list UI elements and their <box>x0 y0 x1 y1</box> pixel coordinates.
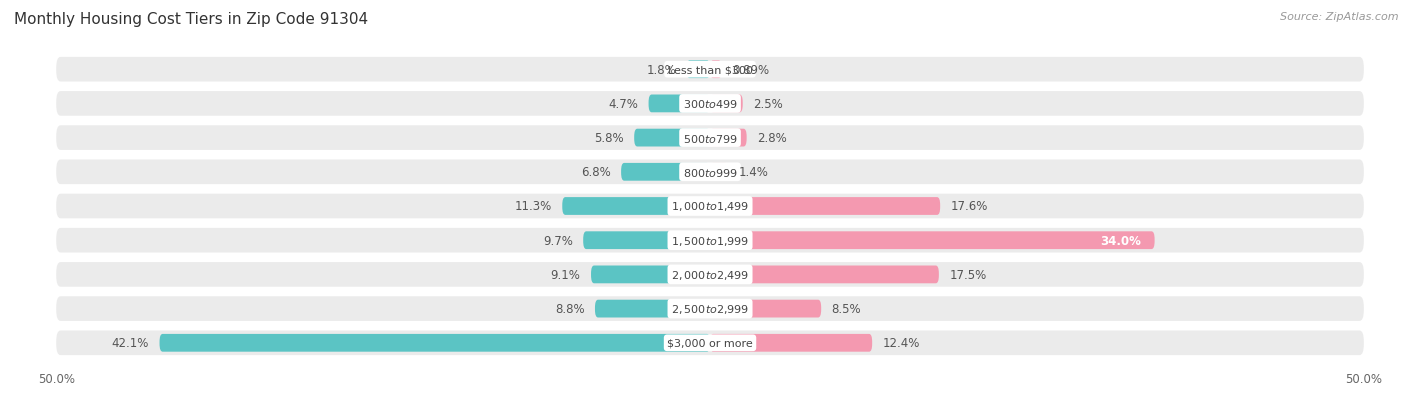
Text: Less than $300: Less than $300 <box>668 65 752 75</box>
FancyBboxPatch shape <box>710 232 1154 249</box>
FancyBboxPatch shape <box>591 266 710 284</box>
Text: Source: ZipAtlas.com: Source: ZipAtlas.com <box>1281 12 1399 22</box>
Text: 5.8%: 5.8% <box>595 132 624 145</box>
Text: 34.0%: 34.0% <box>1101 234 1142 247</box>
FancyBboxPatch shape <box>621 164 710 181</box>
FancyBboxPatch shape <box>56 92 1364 116</box>
FancyBboxPatch shape <box>595 300 710 318</box>
Text: 4.7%: 4.7% <box>609 97 638 111</box>
Text: 0.89%: 0.89% <box>733 64 769 76</box>
FancyBboxPatch shape <box>634 129 710 147</box>
FancyBboxPatch shape <box>56 58 1364 82</box>
FancyBboxPatch shape <box>56 331 1364 355</box>
FancyBboxPatch shape <box>583 232 710 249</box>
FancyBboxPatch shape <box>710 164 728 181</box>
FancyBboxPatch shape <box>56 160 1364 185</box>
Text: 42.1%: 42.1% <box>111 337 149 349</box>
Text: 6.8%: 6.8% <box>581 166 610 179</box>
FancyBboxPatch shape <box>710 266 939 284</box>
Text: 1.8%: 1.8% <box>647 64 676 76</box>
Text: Monthly Housing Cost Tiers in Zip Code 91304: Monthly Housing Cost Tiers in Zip Code 9… <box>14 12 368 27</box>
FancyBboxPatch shape <box>686 61 710 79</box>
FancyBboxPatch shape <box>56 228 1364 253</box>
Text: $300 to $499: $300 to $499 <box>682 98 738 110</box>
FancyBboxPatch shape <box>710 95 742 113</box>
FancyBboxPatch shape <box>56 262 1364 287</box>
Text: $3,000 or more: $3,000 or more <box>668 338 752 348</box>
FancyBboxPatch shape <box>159 334 710 352</box>
FancyBboxPatch shape <box>710 198 941 215</box>
Text: 9.7%: 9.7% <box>543 234 572 247</box>
Text: 11.3%: 11.3% <box>515 200 551 213</box>
Text: 1.4%: 1.4% <box>738 166 769 179</box>
Text: $500 to $799: $500 to $799 <box>682 132 738 144</box>
FancyBboxPatch shape <box>648 95 710 113</box>
Text: $800 to $999: $800 to $999 <box>682 166 738 178</box>
Text: 8.5%: 8.5% <box>831 302 862 316</box>
Text: 17.6%: 17.6% <box>950 200 988 213</box>
Text: 9.1%: 9.1% <box>551 268 581 281</box>
Text: 2.5%: 2.5% <box>754 97 783 111</box>
Text: 17.5%: 17.5% <box>949 268 987 281</box>
Text: $2,000 to $2,499: $2,000 to $2,499 <box>671 268 749 281</box>
FancyBboxPatch shape <box>710 300 821 318</box>
FancyBboxPatch shape <box>562 198 710 215</box>
FancyBboxPatch shape <box>56 297 1364 321</box>
FancyBboxPatch shape <box>710 129 747 147</box>
FancyBboxPatch shape <box>710 334 872 352</box>
FancyBboxPatch shape <box>710 61 721 79</box>
Text: 12.4%: 12.4% <box>883 337 920 349</box>
Text: $1,500 to $1,999: $1,500 to $1,999 <box>671 234 749 247</box>
Text: $1,000 to $1,499: $1,000 to $1,499 <box>671 200 749 213</box>
Text: $2,500 to $2,999: $2,500 to $2,999 <box>671 302 749 316</box>
FancyBboxPatch shape <box>56 126 1364 151</box>
Text: 2.8%: 2.8% <box>756 132 787 145</box>
FancyBboxPatch shape <box>56 194 1364 219</box>
Text: 8.8%: 8.8% <box>555 302 585 316</box>
